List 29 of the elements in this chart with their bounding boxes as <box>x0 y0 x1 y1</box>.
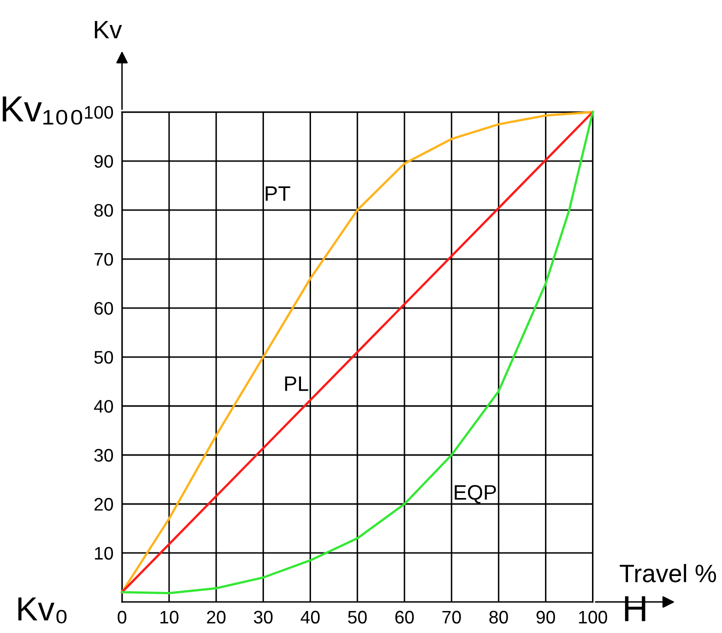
text: Kv₀ <box>18 597 67 624</box>
text: PT <box>266 186 290 201</box>
x-tick-label: 70 <box>442 610 461 624</box>
y-tick-label: 90 <box>94 154 113 168</box>
x-tick-label: 0 <box>118 610 126 624</box>
y-tick-label: 40 <box>94 400 113 413</box>
x-axis-title: Travel % <box>620 564 716 582</box>
series-label: EQP <box>454 485 496 504</box>
x-tick-label: 30 <box>254 610 273 624</box>
y-tick-label: 100 <box>84 106 113 119</box>
x-tick-label: 40 <box>300 610 320 624</box>
y-tick-label: 70 <box>94 252 113 266</box>
y-tick-label: 20 <box>94 498 113 511</box>
y-axis-title: Kv <box>94 21 122 38</box>
text: H <box>625 596 646 622</box>
y-tick-label: 80 <box>94 204 113 217</box>
x-tick-label: 90 <box>536 610 556 624</box>
y-tick-label: 50 <box>94 350 113 364</box>
x-tick-label: 20 <box>207 610 226 624</box>
y-tick-label: 30 <box>94 448 113 462</box>
y-tick-label: 60 <box>94 302 113 315</box>
x-tick-label: 50 <box>348 610 367 624</box>
series-label: PL <box>285 376 308 391</box>
y-tick-label: 10 <box>94 546 113 560</box>
x-tick-label: 80 <box>489 610 508 624</box>
x-tick-label: 10 <box>160 610 178 624</box>
x-tick-label: 60 <box>395 610 414 624</box>
x-tick-label: 100 <box>579 610 608 624</box>
text: Kv₁₀₀ <box>2 96 82 125</box>
